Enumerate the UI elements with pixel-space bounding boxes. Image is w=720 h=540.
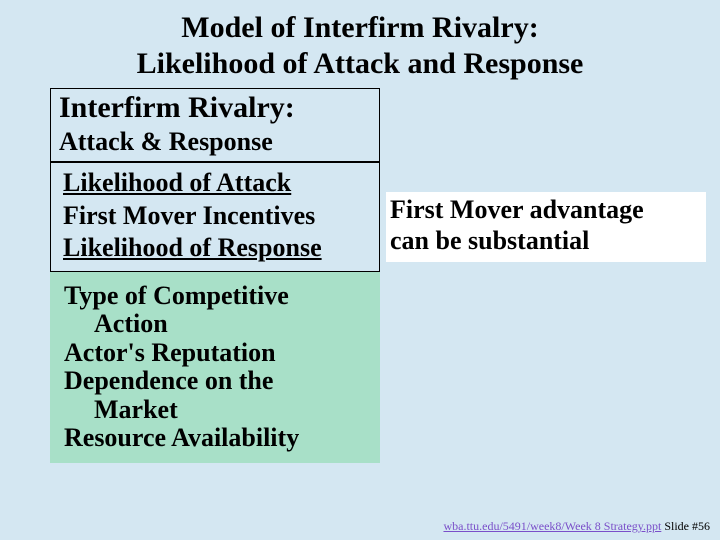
slide-title: Model of Interfirm Rivalry: Likelihood o… <box>0 0 720 82</box>
left-panel: Interfirm Rivalry: Attack & Response Lik… <box>50 88 380 463</box>
interfirm-heading: Interfirm Rivalry: <box>51 89 379 127</box>
heading-box: Interfirm Rivalry: Attack & Response <box>50 88 380 162</box>
likelihood-attack: Likelihood of Attack <box>63 167 371 200</box>
factors-box: Type of Competitive Action Actor's Reput… <box>50 272 380 464</box>
factor-dependence: Dependence on the Market <box>64 367 370 424</box>
factor-reputation: Actor's Reputation <box>64 339 370 368</box>
callout-text: First Mover advantage can be substantial <box>386 192 706 262</box>
factor-resource: Resource Availability <box>64 424 370 453</box>
likelihood-response: Likelihood of Response <box>63 232 371 265</box>
title-line-2: Likelihood of Attack and Response <box>137 47 584 80</box>
first-mover-incentives: First Mover Incentives <box>63 200 371 233</box>
footer-link[interactable]: wba.ttu.edu/5491/week8/Week 8 Strategy.p… <box>443 519 661 533</box>
attack-response-subheading: Attack & Response <box>51 127 379 161</box>
factor-competitive-action: Type of Competitive Action <box>64 282 370 339</box>
footer: wba.ttu.edu/5491/week8/Week 8 Strategy.p… <box>443 519 710 534</box>
callout-line-2: can be substantial <box>390 226 589 255</box>
title-line-1: Model of Interfirm Rivalry: <box>181 11 538 44</box>
slide-number: Slide #56 <box>661 519 710 533</box>
likelihood-box: Likelihood of Attack First Mover Incenti… <box>50 162 380 272</box>
callout-line-1: First Mover advantage <box>390 195 644 224</box>
